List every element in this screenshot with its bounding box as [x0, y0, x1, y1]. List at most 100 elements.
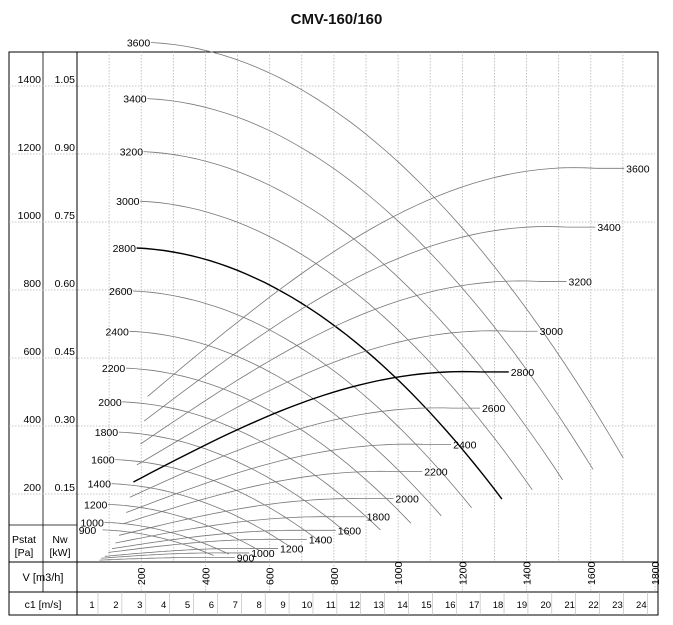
velocity-tick-label: 16	[445, 600, 456, 611]
pressure-curve-2200	[125, 367, 412, 524]
flow-tick-label: 200	[136, 567, 148, 585]
pressure-curve-2800	[136, 247, 503, 500]
power-curve-2600	[129, 407, 453, 498]
flow-axis-label: V [m3/h]	[23, 572, 64, 584]
power-curve-label-2800: 2800	[511, 367, 535, 379]
flow-tick-label: 400	[200, 567, 212, 585]
pressure-curve-label-2400: 2400	[105, 326, 129, 338]
velocity-tick-label: 7	[233, 600, 238, 611]
power-curve-label-3600: 3600	[626, 163, 650, 175]
power-tick-label: 0.30	[55, 414, 76, 426]
chart-title: CMV-160/160	[290, 11, 383, 28]
pressure-axis-unit: [Pa]	[15, 547, 34, 559]
pressure-curve-label-1400: 1400	[88, 479, 112, 491]
velocity-tick-label: 1	[89, 600, 94, 611]
power-curve-2400	[126, 443, 424, 513]
pressure-curve-label-1600: 1600	[91, 455, 115, 467]
power-curve-2200	[122, 470, 395, 525]
velocity-tick-label: 3	[137, 600, 142, 611]
pressure-tick-label: 1000	[18, 210, 42, 222]
velocity-tick-label: 14	[397, 600, 408, 611]
pressure-curve-label-2600: 2600	[109, 286, 133, 298]
velocity-tick-label: 13	[373, 600, 384, 611]
power-tick-label: 0.75	[55, 210, 76, 222]
power-curve-3400	[143, 226, 568, 422]
pressure-curve-label-3000: 3000	[116, 196, 140, 208]
pressure-curve-label-3600: 3600	[127, 38, 151, 50]
velocity-tick-label: 10	[302, 600, 313, 611]
pressure-curve-label-3400: 3400	[123, 94, 147, 106]
power-curve-1800	[115, 516, 337, 544]
velocity-tick-label: 19	[517, 600, 528, 611]
velocity-tick-label: 15	[421, 600, 432, 611]
power-axis-label: Nw	[52, 534, 68, 546]
pressure-curve-3200	[143, 151, 563, 481]
velocity-tick-label: 12	[349, 600, 360, 611]
power-curve-3000	[136, 330, 510, 466]
velocity-tick-label: 9	[280, 600, 285, 611]
pressure-tick-label: 200	[23, 482, 41, 494]
pressure-curve-1800	[118, 431, 351, 537]
flow-tick-label: 1800	[650, 561, 662, 585]
pressure-curve-1600	[115, 459, 321, 542]
power-curve-1200	[104, 548, 251, 557]
pressure-tick-label: 1400	[18, 74, 42, 86]
pressure-curve-3600	[150, 42, 624, 459]
power-curve-2800	[133, 370, 481, 483]
pressure-tick-label: 800	[23, 278, 41, 290]
velocity-tick-label: 18	[493, 600, 504, 611]
velocity-tick-label: 22	[588, 600, 599, 611]
power-curve-label-3200: 3200	[568, 276, 592, 288]
power-curve-1600	[111, 529, 308, 550]
velocity-tick-label: 5	[185, 600, 190, 611]
pressure-tick-label: 400	[23, 414, 41, 426]
pressure-curve-label-1800: 1800	[95, 427, 119, 439]
power-curve-1000	[101, 552, 222, 559]
power-curve-900	[99, 557, 207, 561]
power-tick-label: 1.05	[55, 74, 76, 86]
pressure-curve-label-1000: 1000	[80, 517, 104, 529]
power-curve-label-900: 900	[237, 552, 255, 564]
pressure-curve-1000	[104, 521, 229, 555]
pressure-axis-label: Pstat	[12, 534, 36, 546]
velocity-tick-label: 17	[469, 600, 480, 611]
pressure-tick-label: 600	[23, 346, 41, 358]
power-curve-label-2400: 2400	[453, 439, 477, 451]
power-curve-label-1200: 1200	[280, 543, 304, 555]
flow-tick-label: 1200	[457, 561, 469, 585]
velocity-tick-label: 23	[612, 600, 623, 611]
velocity-tick-label: 8	[257, 600, 262, 611]
velocity-axis-label: c1 [m/s]	[25, 599, 62, 611]
power-curve-label-1600: 1600	[338, 525, 362, 537]
velocity-tick-label: 20	[541, 600, 552, 611]
pressure-curve-3400	[147, 98, 594, 470]
velocity-tick-label: 11	[326, 600, 336, 611]
velocity-tick-label: 24	[636, 600, 647, 611]
power-tick-label: 0.45	[55, 346, 76, 358]
pressure-curve-1400	[111, 483, 290, 547]
pressure-curve-label-2000: 2000	[98, 397, 122, 409]
pressure-curve-label-1200: 1200	[84, 499, 108, 511]
velocity-tick-label: 2	[113, 600, 118, 611]
flow-tick-label: 1600	[586, 561, 598, 585]
power-curve-label-1400: 1400	[309, 534, 333, 546]
flow-tick-label: 800	[329, 567, 341, 585]
pressure-curve-label-2800: 2800	[113, 243, 137, 255]
flow-tick-label: 600	[265, 567, 277, 585]
power-curve-label-3000: 3000	[540, 326, 564, 338]
power-tick-label: 0.15	[55, 482, 76, 494]
pressure-curve-label-900: 900	[79, 525, 97, 537]
velocity-tick-label: 21	[564, 600, 575, 611]
pressure-curve-2000	[122, 401, 381, 531]
pressure-curve-3000	[140, 200, 533, 491]
power-curve-label-1800: 1800	[367, 512, 391, 524]
power-tick-label: 0.60	[55, 278, 76, 290]
pressure-curve-2400	[129, 330, 442, 517]
power-axis-unit: [kW]	[50, 547, 71, 559]
power-curve-2000	[119, 498, 366, 536]
pressure-curve-label-3200: 3200	[120, 147, 144, 159]
power-curve-label-3400: 3400	[597, 222, 621, 234]
power-curve-label-2200: 2200	[424, 466, 448, 478]
power-curve-1400	[108, 538, 279, 553]
